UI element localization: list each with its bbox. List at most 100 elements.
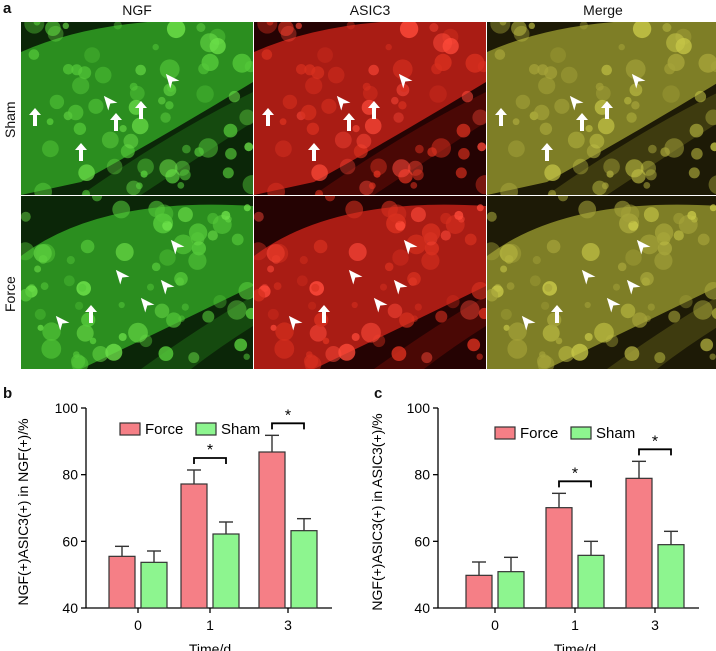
cell-body bbox=[304, 354, 319, 369]
arrowhead-icon bbox=[288, 315, 303, 331]
cell-body bbox=[68, 104, 84, 121]
arrow-icon bbox=[576, 113, 588, 131]
cell-body bbox=[254, 288, 266, 302]
cell-body bbox=[421, 251, 440, 270]
cell-body bbox=[257, 22, 278, 34]
cell-body bbox=[373, 170, 381, 178]
cell-body bbox=[467, 338, 481, 352]
cell-body bbox=[512, 118, 520, 126]
significance-bracket bbox=[558, 480, 592, 488]
legend-swatch-sham bbox=[195, 422, 217, 436]
cell-body bbox=[45, 22, 61, 36]
cell-body bbox=[392, 59, 413, 80]
cell-body bbox=[500, 182, 518, 195]
cell-body bbox=[624, 96, 632, 105]
cell-body bbox=[547, 312, 562, 327]
cell-body bbox=[406, 234, 427, 255]
arrow-icon bbox=[262, 108, 274, 126]
cell-body bbox=[555, 337, 563, 345]
cell-body bbox=[557, 196, 569, 202]
cell-body bbox=[166, 22, 186, 39]
cell-body bbox=[538, 77, 556, 95]
cell-body bbox=[301, 104, 317, 121]
cell-body bbox=[33, 244, 52, 263]
cell-body bbox=[624, 346, 640, 361]
cell-body bbox=[414, 303, 422, 311]
cell-body bbox=[194, 147, 204, 157]
cell-body bbox=[313, 239, 328, 254]
significance-star: * bbox=[652, 433, 658, 450]
cell-body bbox=[179, 169, 191, 181]
cell-body bbox=[461, 90, 474, 103]
cell-body bbox=[626, 112, 637, 123]
cell-body bbox=[594, 322, 614, 343]
cell-body bbox=[243, 204, 251, 212]
cell-body bbox=[128, 322, 148, 343]
cell-body bbox=[631, 101, 640, 110]
cell-body bbox=[254, 211, 264, 222]
cell-body bbox=[589, 133, 605, 149]
legend-label-sham: Sham bbox=[221, 421, 260, 438]
cell-body bbox=[614, 200, 631, 218]
cell-body bbox=[66, 256, 75, 265]
cell-body bbox=[46, 118, 54, 126]
micrograph-force-merge bbox=[487, 196, 716, 369]
significance-bracket bbox=[193, 457, 227, 464]
cell-body bbox=[266, 22, 274, 26]
cell-body bbox=[513, 25, 530, 42]
cell-body bbox=[393, 112, 404, 123]
arrowhead-icon bbox=[569, 95, 584, 111]
cell-body bbox=[601, 182, 609, 190]
cell-body bbox=[81, 312, 96, 327]
cell-body bbox=[78, 164, 95, 181]
cell-body bbox=[296, 64, 307, 75]
arrow-icon bbox=[135, 101, 147, 119]
y-axis-label: NGF(+)ASIC3(+) in NGF(+)/% bbox=[15, 418, 31, 605]
cell-body bbox=[643, 207, 659, 223]
cell-body bbox=[269, 243, 289, 263]
significance-star: * bbox=[285, 407, 291, 424]
cell-body bbox=[560, 66, 578, 84]
cell-body bbox=[41, 339, 62, 359]
cell-body bbox=[348, 243, 367, 261]
arrow-icon bbox=[343, 113, 355, 131]
cell-body bbox=[339, 158, 356, 175]
cell-body bbox=[188, 223, 208, 242]
cell-body bbox=[654, 251, 673, 270]
bar-force-1 bbox=[545, 507, 573, 609]
cell-body bbox=[222, 167, 234, 179]
cell-body bbox=[384, 262, 394, 272]
cell-body bbox=[399, 22, 419, 39]
cell-body bbox=[135, 182, 143, 190]
cell-body bbox=[572, 158, 589, 175]
cell-body bbox=[308, 301, 317, 310]
cell-body bbox=[221, 210, 231, 220]
cell-body bbox=[101, 131, 119, 149]
cell-body bbox=[166, 312, 182, 328]
cell-body bbox=[584, 301, 591, 309]
cell-body bbox=[279, 118, 287, 126]
cell-body bbox=[334, 131, 352, 149]
cell-body bbox=[464, 233, 477, 246]
cell-body bbox=[140, 170, 148, 178]
cell-body bbox=[177, 182, 185, 189]
cell-body bbox=[182, 144, 191, 154]
cell-body bbox=[40, 282, 49, 290]
legend-label-force: Force bbox=[520, 425, 558, 442]
cell-body bbox=[632, 312, 648, 328]
arrowhead-icon bbox=[348, 269, 363, 285]
cell-body bbox=[305, 77, 323, 95]
cell-body bbox=[689, 123, 704, 138]
cell-body bbox=[267, 265, 275, 273]
cell-body bbox=[63, 275, 75, 287]
cell-body bbox=[392, 159, 411, 178]
cell-body bbox=[478, 307, 486, 320]
cell-body bbox=[173, 234, 194, 255]
cell-body bbox=[273, 282, 282, 290]
cell-body bbox=[632, 22, 652, 39]
arrowhead-icon bbox=[393, 279, 408, 295]
cell-body bbox=[88, 98, 104, 114]
cell-body bbox=[242, 175, 253, 195]
cell-body bbox=[666, 33, 686, 53]
cell-body bbox=[47, 25, 64, 42]
